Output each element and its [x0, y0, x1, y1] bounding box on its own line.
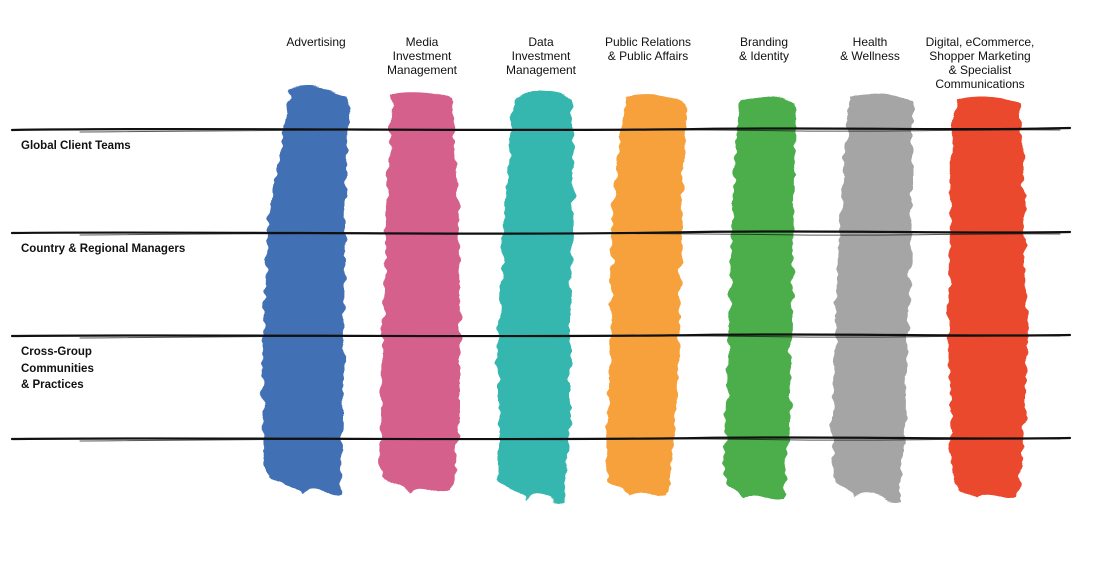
row-divider-line-2 — [10, 230, 1072, 235]
column-header-media-investment-management: Media Investment Management — [386, 35, 458, 77]
column-header-advertising: Advertising — [286, 35, 346, 49]
brush-strokes — [262, 88, 1028, 503]
column-header-branding-identity: Branding & Identity — [738, 35, 790, 63]
brush-stroke-media — [380, 92, 460, 493]
brush-stroke-pr — [606, 94, 686, 497]
column-header-public-relations: Public Relations & Public Affairs — [604, 35, 692, 63]
column-header-data-investment-management: Data Investment Management — [505, 35, 577, 77]
brush-stroke-health — [832, 92, 912, 501]
row-label-global-client-teams: Global Client Teams — [21, 140, 131, 152]
row-label-cross-group-communities: Cross-Group Communities & Practices — [21, 346, 94, 391]
brush-stroke-branding — [724, 96, 796, 500]
row-divider-lines — [10, 126, 1072, 442]
row-label-country-regional-managers: Country & Regional Managers — [21, 243, 186, 255]
brush-stroke-advertising — [262, 88, 348, 496]
brush-stroke-data — [498, 92, 574, 503]
column-header-health-wellness: Health & Wellness — [840, 35, 900, 63]
column-header-digital-ecommerce: Digital, eCommerce, Shopper Marketing & … — [925, 35, 1035, 91]
brush-stroke-digital — [948, 96, 1028, 498]
